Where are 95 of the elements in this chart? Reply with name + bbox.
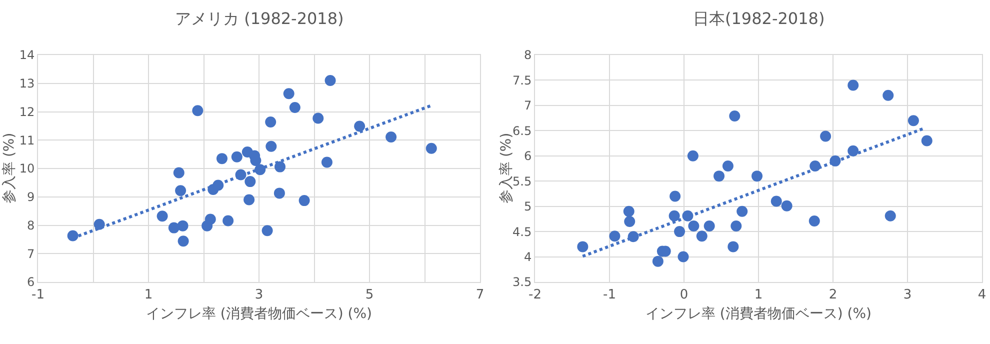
y-tick-label: 14 bbox=[19, 48, 35, 62]
point bbox=[908, 115, 919, 126]
point bbox=[752, 170, 763, 182]
x-tick-label: 7 bbox=[476, 288, 484, 303]
point bbox=[168, 222, 180, 234]
y-tick-label: 3.5 bbox=[512, 275, 532, 290]
point bbox=[177, 220, 188, 232]
point bbox=[729, 110, 740, 122]
x-tick-label: 3 bbox=[254, 288, 264, 303]
x-tick-label: -2 bbox=[528, 288, 542, 303]
y-tick-label: 7 bbox=[524, 98, 532, 113]
point bbox=[609, 230, 620, 242]
point bbox=[265, 116, 276, 128]
x-tick-label: 4 bbox=[978, 288, 986, 303]
y-tick-label: 6 bbox=[26, 275, 35, 290]
y-tick-label: 10 bbox=[19, 162, 35, 176]
x-axis-title: インフレ率 (消費者物価ベース) (%) bbox=[146, 306, 372, 322]
point bbox=[244, 176, 256, 188]
y-tick-label: 4 bbox=[524, 250, 532, 264]
point bbox=[704, 220, 715, 232]
point bbox=[730, 220, 742, 232]
y-tick-label: 7.5 bbox=[512, 73, 532, 88]
point bbox=[921, 135, 932, 146]
x-tick-label: 3 bbox=[903, 288, 912, 303]
y-tick-label: 9 bbox=[26, 190, 35, 204]
point bbox=[192, 105, 204, 116]
point bbox=[216, 153, 228, 164]
point bbox=[668, 210, 680, 222]
point bbox=[882, 90, 894, 101]
x-tick-label: -1 bbox=[32, 288, 44, 303]
point bbox=[652, 256, 664, 267]
point bbox=[67, 230, 78, 242]
point bbox=[266, 140, 277, 152]
y-tick-label: 8 bbox=[524, 48, 532, 62]
point bbox=[696, 230, 708, 242]
y-tick-label: 8 bbox=[26, 218, 35, 232]
y-tick-label: 11 bbox=[19, 133, 35, 148]
x-tick-label: 1 bbox=[754, 288, 763, 303]
point bbox=[688, 220, 700, 232]
point bbox=[156, 210, 168, 222]
x-tick-label: -1 bbox=[603, 288, 616, 303]
point bbox=[312, 112, 324, 124]
y-tick-label: 7 bbox=[26, 246, 35, 261]
chart-title: 日本(1982-2018) bbox=[693, 9, 825, 28]
y-axis-title: 参入率 (%) bbox=[498, 132, 514, 204]
point bbox=[178, 236, 189, 247]
point bbox=[884, 210, 896, 222]
y-tick-label: 5 bbox=[524, 200, 532, 214]
y-axis-title: 参入率 (%) bbox=[2, 132, 18, 204]
point bbox=[722, 160, 734, 172]
y-tick-label: 5.5 bbox=[512, 174, 532, 188]
point bbox=[175, 185, 186, 196]
point bbox=[222, 215, 234, 226]
y-tick-label: 13 bbox=[19, 76, 35, 91]
point bbox=[670, 190, 681, 202]
point bbox=[324, 75, 336, 86]
point bbox=[274, 188, 285, 199]
x-tick-label: 2 bbox=[828, 288, 838, 303]
x-tick-label: 0 bbox=[680, 288, 688, 303]
point bbox=[848, 145, 859, 156]
x-tick-label: 1 bbox=[144, 288, 153, 303]
point bbox=[426, 142, 437, 154]
point bbox=[298, 195, 310, 206]
point bbox=[173, 167, 184, 178]
point bbox=[274, 161, 286, 172]
y-tick-label: 6.5 bbox=[512, 124, 532, 138]
point bbox=[624, 216, 636, 227]
point bbox=[262, 225, 273, 236]
point bbox=[204, 214, 216, 225]
point bbox=[714, 170, 725, 182]
point bbox=[674, 226, 686, 238]
point bbox=[820, 130, 832, 142]
point bbox=[289, 102, 300, 113]
point bbox=[728, 241, 739, 252]
point bbox=[770, 196, 782, 207]
point bbox=[678, 251, 689, 262]
point bbox=[577, 241, 588, 252]
y-tick-label: 12 bbox=[19, 104, 35, 119]
x-axis-title: インフレ率 (消費者物価ベース) (%) bbox=[645, 306, 872, 322]
y-tick-label: 6 bbox=[524, 149, 532, 164]
point bbox=[623, 206, 634, 217]
chart-title: アメリカ (1982-2018) bbox=[175, 9, 344, 28]
point bbox=[736, 206, 748, 217]
point bbox=[781, 200, 792, 212]
point bbox=[848, 80, 859, 91]
point bbox=[244, 194, 255, 206]
point bbox=[386, 132, 397, 142]
point bbox=[231, 151, 242, 162]
point bbox=[321, 156, 332, 168]
y-tick-label: 4.5 bbox=[512, 224, 532, 239]
point bbox=[283, 88, 294, 100]
point bbox=[687, 150, 698, 162]
x-tick-label: 5 bbox=[365, 288, 374, 303]
point bbox=[808, 215, 820, 226]
point bbox=[354, 120, 366, 132]
